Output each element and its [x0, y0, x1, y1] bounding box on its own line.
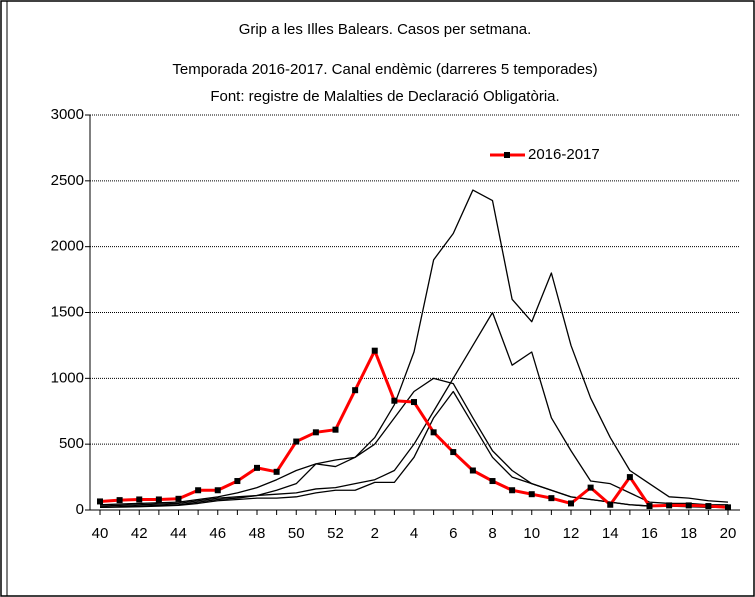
x-tick-label: 46: [209, 525, 226, 542]
x-tick-label: 42: [131, 525, 148, 542]
series-line: [99, 311, 728, 507]
marker: [626, 474, 633, 481]
x-tick-label: 48: [249, 525, 266, 542]
marker: [489, 478, 496, 485]
y-tick-label: 2000: [51, 238, 84, 255]
series-line: [99, 349, 729, 509]
x-tick-label: 20: [720, 525, 737, 542]
y-tick-label: 0: [76, 501, 84, 518]
marker: [705, 503, 712, 510]
marker: [509, 487, 516, 494]
x-tick-label: 6: [449, 525, 457, 542]
y-tick-label: 1000: [51, 369, 84, 386]
marker: [195, 487, 202, 494]
marker: [116, 497, 123, 504]
marker: [568, 500, 574, 507]
y-tick-label: 3000: [51, 106, 84, 123]
marker: [254, 464, 260, 471]
x-tick-label: 52: [327, 525, 344, 542]
marker: [371, 347, 378, 354]
marker: [587, 484, 594, 491]
marker: [332, 426, 339, 433]
marker: [685, 502, 692, 509]
x-tick-label: 14: [602, 525, 619, 542]
x-tick-label: 16: [641, 525, 658, 542]
marker: [352, 387, 359, 394]
marker: [273, 468, 280, 475]
marker: [234, 478, 241, 485]
marker: [391, 397, 398, 404]
x-tick-label: 2: [371, 525, 379, 542]
x-tick-label: 40: [92, 525, 109, 542]
marker: [528, 491, 535, 498]
marker: [607, 501, 614, 508]
legend-marker: [504, 152, 510, 158]
x-tick-label: 12: [563, 525, 580, 542]
marker: [175, 495, 182, 502]
series-line: [99, 377, 729, 509]
marker: [411, 399, 417, 406]
chart-subtitle: Font: registre de Malalties de Declaraci…: [210, 88, 559, 105]
x-tick-label: 8: [488, 525, 496, 542]
x-tick-label: 18: [680, 525, 697, 542]
x-tick-label: 4: [410, 525, 418, 542]
marker: [725, 504, 731, 511]
marker: [214, 487, 221, 494]
marker: [97, 498, 103, 505]
marker: [293, 438, 300, 445]
marker: [312, 429, 319, 436]
marker: [469, 467, 476, 474]
y-tick-label: 1500: [51, 303, 84, 320]
x-tick-label: 44: [170, 525, 187, 542]
marker: [155, 496, 162, 503]
x-tick-label: 50: [288, 525, 305, 542]
marker: [430, 429, 437, 436]
legend-label: 2016-2017: [528, 146, 600, 163]
series-line: [99, 390, 728, 509]
chart-subtitle: Temporada 2016-2017. Canal endèmic (darr…: [172, 61, 597, 78]
marker: [548, 495, 555, 502]
marker: [646, 503, 653, 510]
marker: [450, 449, 457, 456]
marker: [666, 502, 673, 509]
series-line: [99, 189, 729, 506]
marker: [136, 496, 143, 503]
y-tick-label: 2500: [51, 172, 84, 189]
x-tick-label: 10: [523, 525, 540, 542]
y-tick-label: 500: [59, 435, 84, 452]
chart-title: Grip a les Illes Balears. Casos per setm…: [239, 21, 532, 38]
